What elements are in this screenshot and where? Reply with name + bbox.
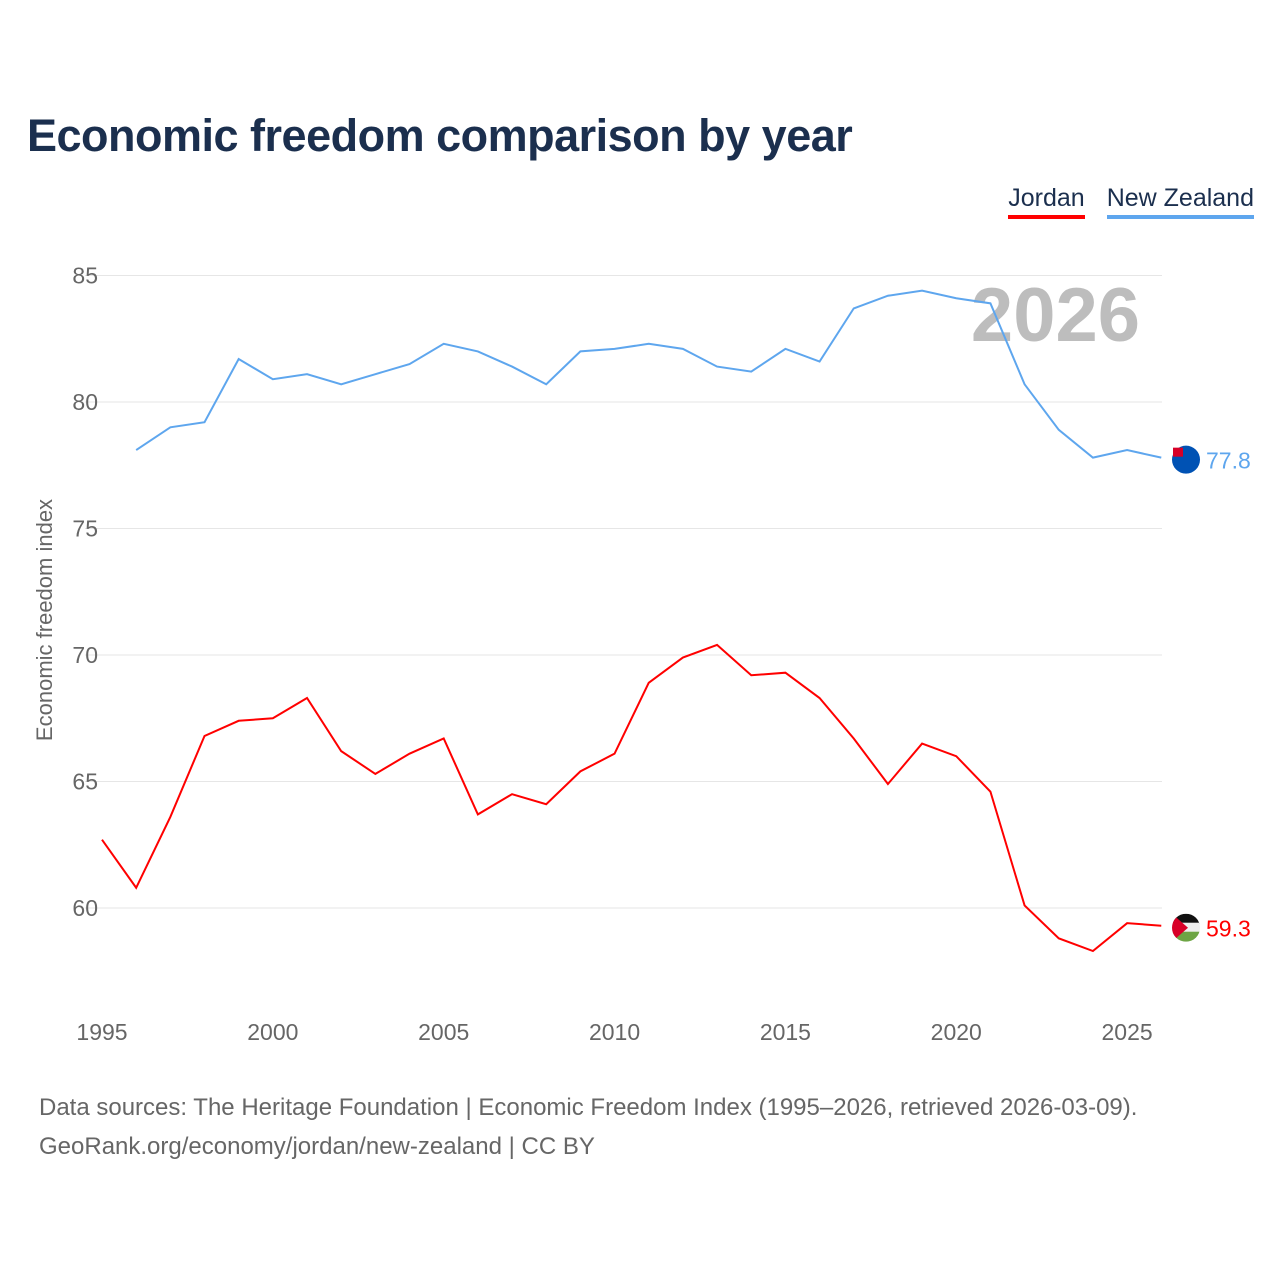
data-point[interactable]	[612, 751, 618, 757]
data-point[interactable]	[1022, 902, 1028, 908]
data-point[interactable]	[1022, 381, 1028, 387]
data-point[interactable]	[919, 741, 925, 747]
data-point[interactable]	[680, 655, 686, 661]
source-note: Data sources: The Heritage Foundation | …	[39, 1088, 1137, 1166]
data-point[interactable]	[133, 447, 139, 453]
data-point[interactable]	[407, 361, 413, 367]
data-point[interactable]	[851, 305, 857, 311]
data-point[interactable]	[1124, 447, 1130, 453]
data-point[interactable]	[407, 751, 413, 757]
data-point[interactable]	[714, 364, 720, 370]
source-link[interactable]: GeoRank.org/economy/jordan/new-zealand |…	[39, 1133, 595, 1160]
data-point[interactable]	[1158, 455, 1164, 461]
data-point[interactable]	[167, 424, 173, 430]
data-point[interactable]	[475, 811, 481, 817]
data-point[interactable]	[441, 735, 447, 741]
data-point[interactable]	[1090, 948, 1096, 954]
data-point[interactable]	[1158, 923, 1164, 929]
data-point[interactable]	[372, 771, 378, 777]
data-point[interactable]	[99, 837, 105, 843]
series-line-jordan	[101, 643, 1162, 953]
data-point[interactable]	[851, 735, 857, 741]
data-point[interactable]	[270, 715, 276, 721]
end-value-label: 77.8	[1206, 448, 1251, 474]
data-point[interactable]	[475, 348, 481, 354]
data-point[interactable]	[885, 781, 891, 787]
jordan-flag-icon	[1172, 913, 1200, 942]
data-point[interactable]	[441, 341, 447, 347]
data-point[interactable]	[885, 293, 891, 299]
data-point[interactable]	[612, 346, 618, 352]
data-point[interactable]	[1056, 427, 1062, 433]
y-tick-label: 65	[72, 769, 98, 795]
year-watermark: 2026	[971, 273, 1140, 358]
x-tick-label: 2025	[1102, 1019, 1153, 1045]
data-point[interactable]	[509, 364, 515, 370]
y-tick-label: 80	[72, 389, 98, 415]
data-point[interactable]	[782, 670, 788, 676]
new-zealand-flag-icon	[1172, 445, 1200, 474]
data-point[interactable]	[338, 748, 344, 754]
end-value-label: 59.3	[1206, 916, 1251, 942]
data-point[interactable]	[714, 642, 720, 648]
data-point[interactable]	[919, 288, 925, 294]
y-tick-label: 70	[72, 642, 98, 668]
y-tick-label: 60	[72, 895, 98, 921]
data-point[interactable]	[987, 789, 993, 795]
data-point[interactable]	[304, 371, 310, 377]
data-point[interactable]	[509, 791, 515, 797]
data-point[interactable]	[680, 346, 686, 352]
data-point[interactable]	[577, 768, 583, 774]
data-point[interactable]	[748, 672, 754, 678]
data-point[interactable]	[987, 300, 993, 306]
x-tick-label: 2015	[760, 1019, 811, 1045]
data-point[interactable]	[543, 801, 549, 807]
x-tick-label: 2010	[589, 1019, 640, 1045]
data-point[interactable]	[133, 885, 139, 891]
data-point[interactable]	[577, 348, 583, 354]
data-point[interactable]	[304, 695, 310, 701]
data-point[interactable]	[646, 680, 652, 686]
x-tick-label: 2005	[418, 1019, 469, 1045]
y-tick-label: 85	[72, 263, 98, 289]
data-point[interactable]	[1124, 920, 1130, 926]
x-tick-label: 2020	[931, 1019, 982, 1045]
data-point[interactable]	[782, 346, 788, 352]
data-point[interactable]	[748, 369, 754, 375]
data-point[interactable]	[953, 295, 959, 301]
data-point[interactable]	[236, 356, 242, 362]
data-point[interactable]	[817, 359, 823, 365]
chart-title: Economic freedom comparison by year	[27, 110, 853, 161]
x-tick-label: 1995	[76, 1019, 127, 1045]
data-point[interactable]	[338, 381, 344, 387]
data-point[interactable]	[1056, 935, 1062, 941]
data-point[interactable]	[646, 341, 652, 347]
legend: Jordan New Zealand	[1008, 184, 1254, 219]
data-point[interactable]	[270, 376, 276, 382]
series-line-new-zealand	[135, 289, 1162, 459]
data-point[interactable]	[167, 814, 173, 820]
source-line: Data sources: The Heritage Foundation | …	[39, 1094, 1138, 1121]
y-axis-label: Economic freedom index	[32, 499, 57, 741]
data-point[interactable]	[817, 695, 823, 701]
y-tick-label: 75	[72, 516, 98, 542]
x-tick-label: 2000	[247, 1019, 298, 1045]
data-point[interactable]	[543, 381, 549, 387]
data-point[interactable]	[202, 733, 208, 739]
data-point[interactable]	[953, 753, 959, 759]
legend-new-zealand[interactable]: New Zealand	[1106, 184, 1254, 219]
legend-jordan[interactable]: Jordan	[1008, 184, 1085, 219]
data-point[interactable]	[372, 371, 378, 377]
data-point[interactable]	[202, 419, 208, 425]
data-point[interactable]	[1090, 455, 1096, 461]
data-point[interactable]	[236, 718, 242, 724]
